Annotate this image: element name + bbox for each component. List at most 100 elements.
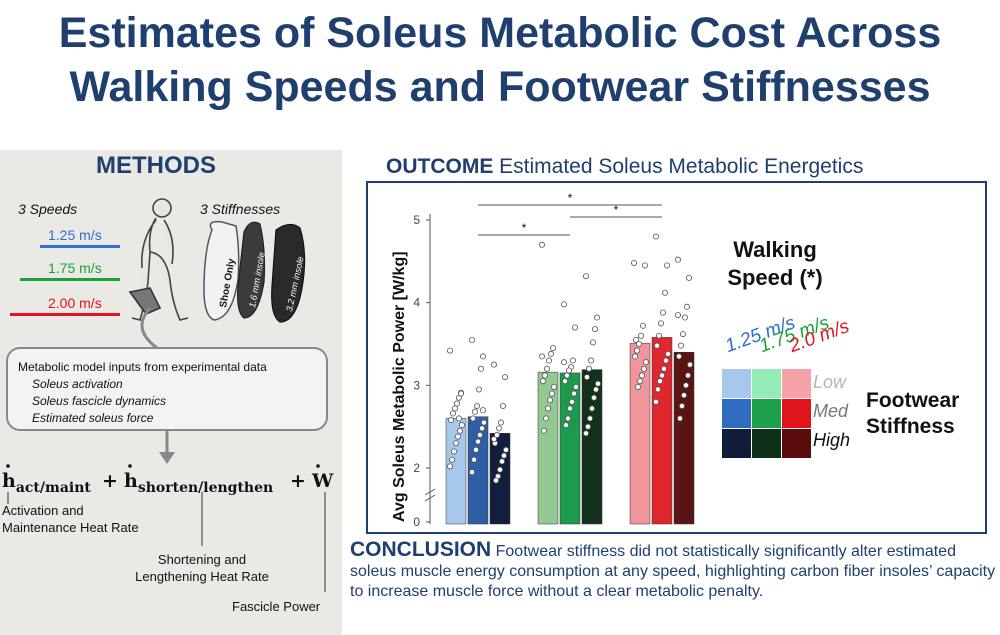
bar	[629, 342, 651, 525]
data-point	[593, 314, 600, 321]
speed-label-1: 1.25 m/s	[48, 227, 102, 243]
data-point	[592, 386, 599, 393]
data-point	[585, 365, 592, 372]
data-point	[662, 357, 669, 364]
data-point	[661, 289, 668, 296]
data-point	[634, 383, 641, 390]
data-point	[590, 394, 597, 401]
data-point	[491, 436, 498, 443]
data-point	[589, 339, 596, 346]
data-point	[544, 405, 551, 412]
legend-swatch	[782, 369, 811, 398]
data-point	[675, 353, 682, 360]
data-point	[560, 301, 567, 308]
data-point	[473, 446, 480, 453]
legend-level-low: Low	[813, 372, 847, 392]
bar	[467, 416, 489, 525]
data-point	[674, 256, 681, 263]
insole-1-6mm-icon: 1.6 mm insole	[237, 221, 267, 319]
data-point	[659, 309, 666, 316]
speed-label-3: 2.00 m/s	[48, 295, 102, 311]
annotation-line: Activation and	[2, 503, 84, 518]
data-point	[568, 398, 575, 405]
plus-1: +	[102, 470, 118, 492]
y-tick-label: 3	[413, 378, 420, 392]
bar	[489, 433, 511, 525]
data-point	[654, 386, 661, 393]
legend-swatch	[722, 399, 751, 428]
h-symbol-2: h	[124, 470, 138, 492]
stiffness-legend-title: Footwear Stiffness	[866, 388, 959, 440]
data-point	[572, 383, 579, 390]
speed-label-2: 1.75 m/s	[48, 260, 102, 276]
speed-line-1	[40, 245, 120, 248]
data-point	[538, 241, 545, 248]
down-arrow-icon	[159, 430, 175, 464]
data-point	[639, 322, 646, 329]
legend-swatch	[782, 429, 811, 458]
y-tick-label: 4	[413, 296, 420, 310]
bar	[581, 369, 603, 525]
data-point	[502, 446, 509, 453]
data-point	[480, 407, 487, 414]
data-point	[676, 415, 683, 422]
data-point	[686, 361, 693, 368]
methods-heading: METHODS	[96, 152, 216, 179]
bar	[445, 418, 467, 525]
data-point	[569, 357, 576, 364]
w-symbol: W	[312, 470, 334, 492]
legend-swatch	[722, 369, 751, 398]
data-point	[481, 419, 488, 426]
data-point	[583, 374, 590, 381]
data-point	[660, 365, 667, 372]
data-point	[538, 353, 545, 360]
speeds-label: 3 Speeds	[18, 201, 78, 217]
data-point	[451, 448, 458, 455]
data-point	[636, 378, 643, 385]
outcome-heading: OUTCOME Estimated Soleus Metabolic Energ…	[386, 155, 863, 179]
data-point	[638, 372, 645, 379]
data-point	[679, 331, 686, 338]
legend-swatch	[752, 429, 781, 458]
data-point	[663, 262, 670, 269]
legend-color-grid	[722, 369, 812, 459]
data-point	[591, 326, 598, 333]
data-point	[478, 365, 485, 372]
connector-curve	[140, 306, 161, 350]
data-point	[582, 430, 589, 437]
data-point	[493, 477, 500, 484]
model-inputs-box: Metabolic model inputs from experimental…	[6, 347, 328, 431]
axis-break-mark	[424, 494, 436, 502]
equation-dots-and-leaders	[6, 464, 326, 592]
conclusion-text: CONCLUSION Footwear stiffness did not st…	[350, 539, 996, 602]
data-point	[584, 423, 591, 430]
data-point	[497, 419, 504, 426]
walker-figure-icon	[128, 198, 189, 321]
data-point	[685, 274, 692, 281]
data-point	[588, 405, 595, 412]
data-point	[454, 400, 461, 407]
data-point	[541, 372, 548, 379]
data-point	[653, 342, 660, 349]
data-point	[562, 422, 569, 429]
inputs-title: Metabolic model inputs from experimental…	[18, 360, 267, 374]
data-point	[500, 452, 507, 459]
shorten-lengthen-annotation: Shortening and Lengthening Heat Rate	[122, 551, 282, 585]
conclusion-body: Footwear stiffness did not statistically…	[350, 543, 996, 600]
data-point	[658, 372, 665, 379]
data-point	[450, 410, 457, 417]
data-point	[475, 438, 482, 445]
data-point	[480, 353, 487, 360]
stiffness-label: 3 Stiffnesses	[200, 201, 281, 217]
data-point	[681, 314, 688, 321]
data-point	[498, 458, 505, 465]
data-point	[566, 405, 573, 412]
data-point	[680, 392, 687, 399]
data-point	[501, 374, 508, 381]
data-point	[479, 425, 486, 432]
data-point	[459, 422, 466, 429]
data-point	[542, 415, 549, 422]
poster-title: Estimates of Soleus Metabolic Cost Acros…	[0, 6, 1000, 114]
significance-star: *	[522, 221, 527, 235]
data-point	[477, 431, 484, 438]
